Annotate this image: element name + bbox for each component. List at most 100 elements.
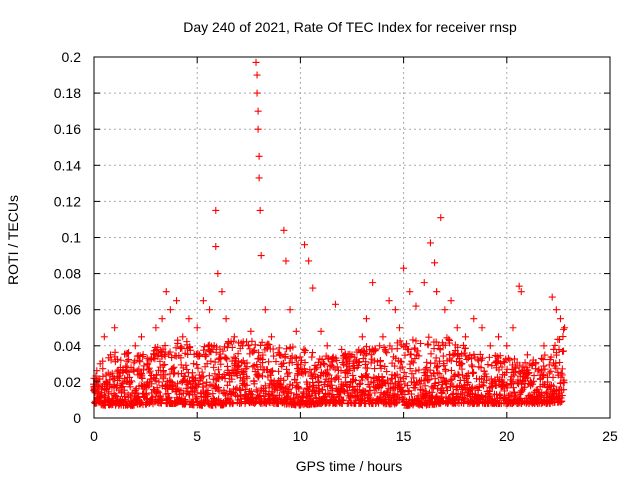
band-point — [466, 351, 474, 359]
data-point — [556, 315, 564, 323]
data-point — [179, 333, 187, 341]
band-point — [297, 361, 305, 369]
y-tick-label: 0.14 — [54, 157, 81, 173]
band-point — [248, 337, 256, 345]
band-point — [458, 365, 466, 373]
data-point — [509, 324, 517, 332]
band-point — [378, 373, 386, 381]
band-point — [441, 341, 449, 349]
band-point — [288, 358, 296, 366]
band-point — [202, 352, 210, 360]
band-point — [219, 347, 227, 355]
band-point — [416, 380, 424, 388]
band-point — [488, 362, 496, 370]
band-point — [140, 362, 148, 370]
band-point — [427, 350, 435, 358]
band-point — [493, 357, 501, 365]
band-point — [407, 350, 415, 358]
band-point — [210, 363, 218, 371]
data-point — [185, 315, 193, 323]
band-point — [109, 375, 117, 383]
data-point — [495, 333, 503, 341]
data-point — [331, 300, 339, 308]
band-point — [127, 377, 135, 385]
data-point — [305, 257, 313, 265]
band-point — [318, 355, 326, 363]
band-point — [433, 369, 441, 377]
band-point — [278, 362, 286, 370]
band-point — [181, 397, 189, 405]
band-point — [249, 363, 257, 371]
y-tick-label: 0.06 — [54, 302, 81, 318]
band-point — [321, 378, 329, 386]
y-axis-label: ROTI / TECUs — [5, 195, 21, 285]
data-point — [470, 315, 478, 323]
band-point — [193, 361, 201, 369]
band-point — [382, 347, 390, 355]
data-point — [199, 297, 207, 305]
band-point — [203, 396, 211, 404]
band-point — [154, 387, 162, 395]
band-point — [320, 359, 328, 367]
band-point — [120, 386, 128, 394]
data-point — [255, 152, 263, 160]
band-point — [558, 371, 566, 379]
y-tick-label: 0.04 — [54, 338, 81, 354]
band-point — [315, 379, 323, 387]
band-point — [279, 359, 287, 367]
band-point — [239, 369, 247, 377]
band-point — [225, 394, 233, 402]
band-point — [551, 387, 559, 395]
band-point — [476, 350, 484, 358]
band-point — [558, 397, 566, 405]
band-point — [288, 381, 296, 389]
band-point — [534, 367, 542, 375]
band-point — [468, 355, 476, 363]
band-point — [282, 394, 290, 402]
band-point — [200, 343, 208, 351]
band-point — [259, 351, 267, 359]
band-point — [409, 336, 417, 344]
band-point — [391, 362, 399, 370]
band-point — [554, 368, 562, 376]
band-point — [412, 337, 420, 345]
band-point — [159, 375, 167, 383]
band-point — [204, 391, 212, 399]
band-point — [199, 372, 207, 380]
band-point — [177, 343, 185, 351]
band-point — [156, 392, 164, 400]
band-point — [237, 399, 245, 407]
band-point — [520, 383, 528, 391]
band-point — [509, 378, 517, 386]
band-point — [200, 346, 208, 354]
band-point — [171, 369, 179, 377]
band-point — [432, 338, 440, 346]
band-point — [116, 369, 124, 377]
band-point — [511, 355, 519, 363]
band-point — [417, 340, 425, 348]
data-point — [292, 327, 300, 335]
band-point — [161, 361, 169, 369]
band-point — [420, 377, 428, 385]
data-point — [247, 327, 255, 335]
band-point — [335, 392, 343, 400]
band-point — [275, 344, 283, 352]
data-point — [257, 252, 265, 260]
band-point — [243, 363, 251, 371]
band-point — [237, 386, 245, 394]
band-point — [301, 359, 309, 367]
band-point — [403, 340, 411, 348]
band-point — [445, 339, 453, 347]
data-point — [400, 264, 408, 272]
band-point — [194, 364, 202, 372]
band-point — [156, 357, 164, 365]
band-point — [285, 369, 293, 377]
band-point — [280, 376, 288, 384]
data-point — [395, 324, 403, 332]
band-point — [355, 358, 363, 366]
band-point — [510, 388, 518, 396]
band-point — [340, 361, 348, 369]
band-point — [424, 341, 432, 349]
band-point — [110, 380, 118, 388]
band-point — [295, 385, 303, 393]
